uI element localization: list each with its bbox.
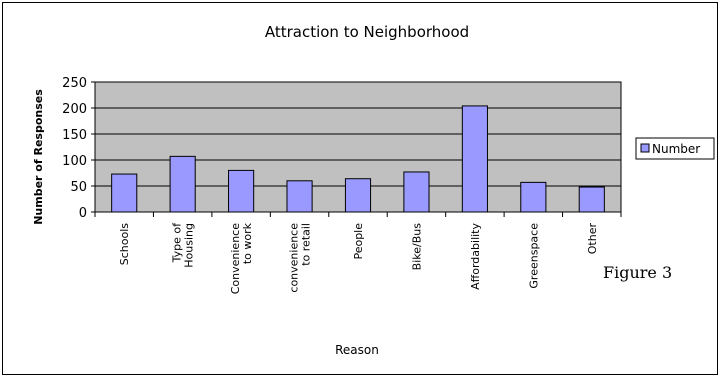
x-tick-label: Convenienceto work bbox=[229, 222, 254, 294]
legend-box bbox=[635, 137, 715, 160]
x-tick-label-line: convenience bbox=[288, 223, 301, 293]
bar bbox=[344, 178, 372, 213]
x-tick-label-line: Schools bbox=[118, 223, 131, 266]
x-tick-label-text: Greenspace bbox=[527, 223, 540, 289]
bar bbox=[461, 105, 488, 213]
x-tick-label-line: to work bbox=[241, 222, 254, 264]
bar bbox=[520, 181, 547, 213]
x-tick-label-text: Type ofHousing bbox=[171, 222, 196, 268]
legend-swatch bbox=[640, 143, 650, 153]
x-axis-title: Reason bbox=[335, 343, 379, 357]
x-tick-label-text: Other bbox=[586, 223, 599, 255]
x-tick-label-line: Type of bbox=[171, 222, 184, 263]
legend: Number bbox=[635, 137, 715, 160]
x-tick-label-line: Other bbox=[586, 223, 599, 255]
x-tick-label-text: Convenienceto work bbox=[229, 222, 254, 294]
x-tick-label: Schools bbox=[118, 223, 131, 266]
x-tick-label: Greenspace bbox=[527, 223, 540, 289]
y-tick-label: 0 bbox=[79, 206, 87, 221]
plot-area: 0 50 100 150 200 250 Schools Type ofHousing Conv… bbox=[62, 76, 622, 294]
bar bbox=[228, 169, 255, 213]
y-tick-label: 200 bbox=[62, 102, 87, 117]
x-tick-label-text: Affordability bbox=[469, 223, 482, 290]
x-tick-label-line: People bbox=[352, 223, 365, 260]
x-tick-label-text: People bbox=[352, 223, 365, 260]
y-tick-label: 100 bbox=[62, 154, 87, 169]
x-tick-label: Affordability bbox=[469, 223, 482, 290]
bar bbox=[111, 173, 138, 213]
x-tick-label-line: Affordability bbox=[469, 223, 482, 290]
bar bbox=[578, 186, 605, 213]
x-tick-label: Type ofHousing bbox=[171, 222, 196, 268]
chart-title: Attraction to Neighborhood bbox=[265, 23, 469, 41]
x-tick-label-text: convenienceto retail bbox=[288, 223, 313, 293]
y-axis-title: Number of Responses bbox=[32, 89, 45, 225]
x-tick-label-line: to retail bbox=[300, 223, 313, 266]
x-tick-label: convenienceto retail bbox=[288, 223, 313, 293]
x-tick-label-text: Schools bbox=[118, 223, 131, 266]
x-tick-label-text: Bike/Bus bbox=[410, 223, 423, 271]
x-tick-label-line: Bike/Bus bbox=[410, 223, 423, 271]
x-tick-label-line: Convenience bbox=[229, 223, 242, 294]
y-tick-label: 150 bbox=[62, 128, 87, 143]
legend-label: Number bbox=[652, 142, 700, 156]
x-tick-label-line: Housing bbox=[183, 223, 196, 268]
y-tick-label: 50 bbox=[70, 180, 87, 195]
x-tick-label: People bbox=[352, 223, 365, 260]
x-tick-label-line: Greenspace bbox=[527, 223, 540, 289]
figure-annotation: Figure 3 bbox=[603, 263, 672, 282]
x-tick-label: Bike/Bus bbox=[410, 223, 423, 271]
x-tick-label: Other bbox=[586, 223, 599, 255]
bar bbox=[403, 171, 430, 213]
bar bbox=[286, 180, 313, 213]
y-tick-label: 250 bbox=[62, 76, 87, 91]
bar bbox=[169, 155, 196, 213]
